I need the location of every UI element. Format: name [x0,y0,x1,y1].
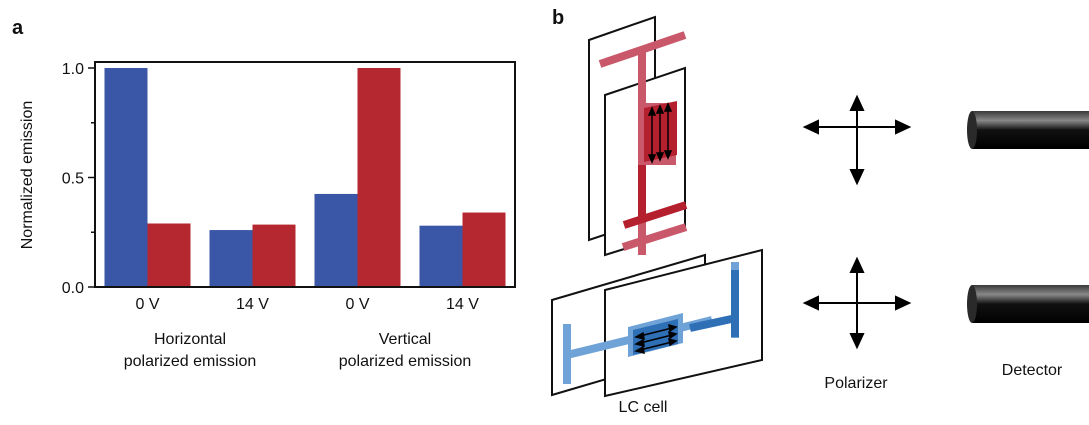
electrode-right-stem [689,270,739,337]
group-label-vertical-line1: Vertical [379,331,431,348]
bar-3-series-1 [462,212,506,287]
polarizer-icon-bottom [802,256,912,350]
detector-label: Detector [1002,362,1063,379]
y-axis: 0.0 0.5 1.0 [62,61,95,297]
bar-2-series-1 [357,68,401,287]
y-tick-label: 1.0 [62,61,84,78]
bar-0-series-1 [147,223,191,287]
lc-cell-vertical [588,15,688,257]
group-label-horizontal-line2: polarized emission [124,353,257,370]
polarizer-label: Polarizer [824,375,888,392]
bar-0-series-0 [104,68,148,287]
x-axis: 0 V 14 V 0 V 14 V [135,296,479,313]
horizontal-lc-arrows [634,323,678,355]
x-tick-label: 14 V [446,296,479,313]
bars [104,68,506,287]
x-tick-label: 0 V [135,296,159,313]
lc-cell-label: LC cell [619,399,668,416]
y-axis-label: Normalized emission [19,101,36,250]
electrode-bottom-bar [622,201,688,229]
vertical-lc-arrows [647,102,673,164]
x-tick-label: 14 V [236,296,269,313]
bar-3-series-0 [419,225,463,287]
plot-frame [94,61,516,288]
bar-1-series-1 [252,224,296,287]
glass-plate-front-bottom [604,248,763,398]
bar-chart: 0.0 0.5 1.0 0 V 14 V 0 V 14 V Normalized emis… [19,61,516,370]
x-tick-label: 0 V [345,296,369,313]
group-label-horizontal-line1: Horizontal [154,331,226,348]
polarizer-icon-top [802,94,912,186]
y-tick-label: 0.5 [62,171,84,188]
detector-icon-top [967,111,1089,149]
electrode-horizontal-light [563,262,739,384]
y-tick-label: 0.0 [62,280,84,297]
lc-cell-horizontal [551,248,763,398]
bar-1-series-0 [209,230,253,287]
detector-icon-bottom [967,285,1089,323]
panel-a-letter: a [12,17,24,39]
group-label-vertical-line2: polarized emission [339,353,472,370]
bar-2-series-0 [314,193,358,287]
panel-b-letter: b [552,7,564,29]
